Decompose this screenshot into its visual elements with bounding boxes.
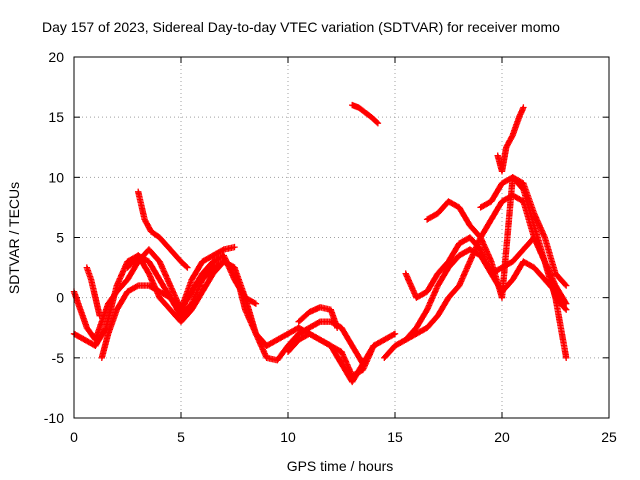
data-point-markers xyxy=(284,330,399,380)
x-tick-label: 20 xyxy=(494,429,510,445)
series-track-15 xyxy=(477,174,570,307)
y-tick-label: 10 xyxy=(48,169,64,185)
data-point-markers xyxy=(124,252,367,368)
data-points xyxy=(70,101,570,386)
x-tick-label: 25 xyxy=(601,429,617,445)
y-tick-label: 15 xyxy=(48,109,64,125)
x-tick-label: 10 xyxy=(280,429,296,445)
series-track-8 xyxy=(295,304,341,331)
data-point-markers xyxy=(83,264,103,319)
y-tick-label: 0 xyxy=(56,290,64,306)
data-point-markers xyxy=(349,101,382,127)
y-tick-label: 20 xyxy=(48,49,64,65)
data-point-markers xyxy=(135,188,191,271)
grid xyxy=(74,57,609,418)
series-track-9 xyxy=(349,101,382,127)
data-point-markers xyxy=(423,174,570,301)
data-point-markers xyxy=(477,174,570,307)
series-track-13 xyxy=(423,174,570,301)
series-track-6 xyxy=(124,252,367,368)
series-track-7 xyxy=(284,330,399,380)
y-axis-label: SDTVAR / TECUs xyxy=(6,182,22,294)
x-tick-label: 0 xyxy=(70,429,78,445)
series-track-4 xyxy=(83,264,103,319)
x-tick-label: 5 xyxy=(177,429,185,445)
plot-frame xyxy=(73,56,610,419)
x-axis-label: GPS time / hours xyxy=(287,458,394,474)
series-track-14 xyxy=(494,104,527,175)
y-tick-label: 5 xyxy=(56,230,64,246)
y-tick-label: -10 xyxy=(44,410,64,426)
axis-ticks: -10 -5 0 5 10 15 20 0 5 10 15 20 25 xyxy=(44,49,617,445)
data-point-markers xyxy=(402,234,566,307)
series-track-5 xyxy=(135,188,191,271)
series-track-12 xyxy=(402,234,566,307)
data-point-markers xyxy=(494,104,527,175)
x-tick-label: 15 xyxy=(387,429,403,445)
y-tick-label: -5 xyxy=(52,350,65,366)
data-point-markers xyxy=(295,304,341,331)
chart-title: Day 157 of 2023, Sidereal Day-to-day VTE… xyxy=(42,19,560,35)
